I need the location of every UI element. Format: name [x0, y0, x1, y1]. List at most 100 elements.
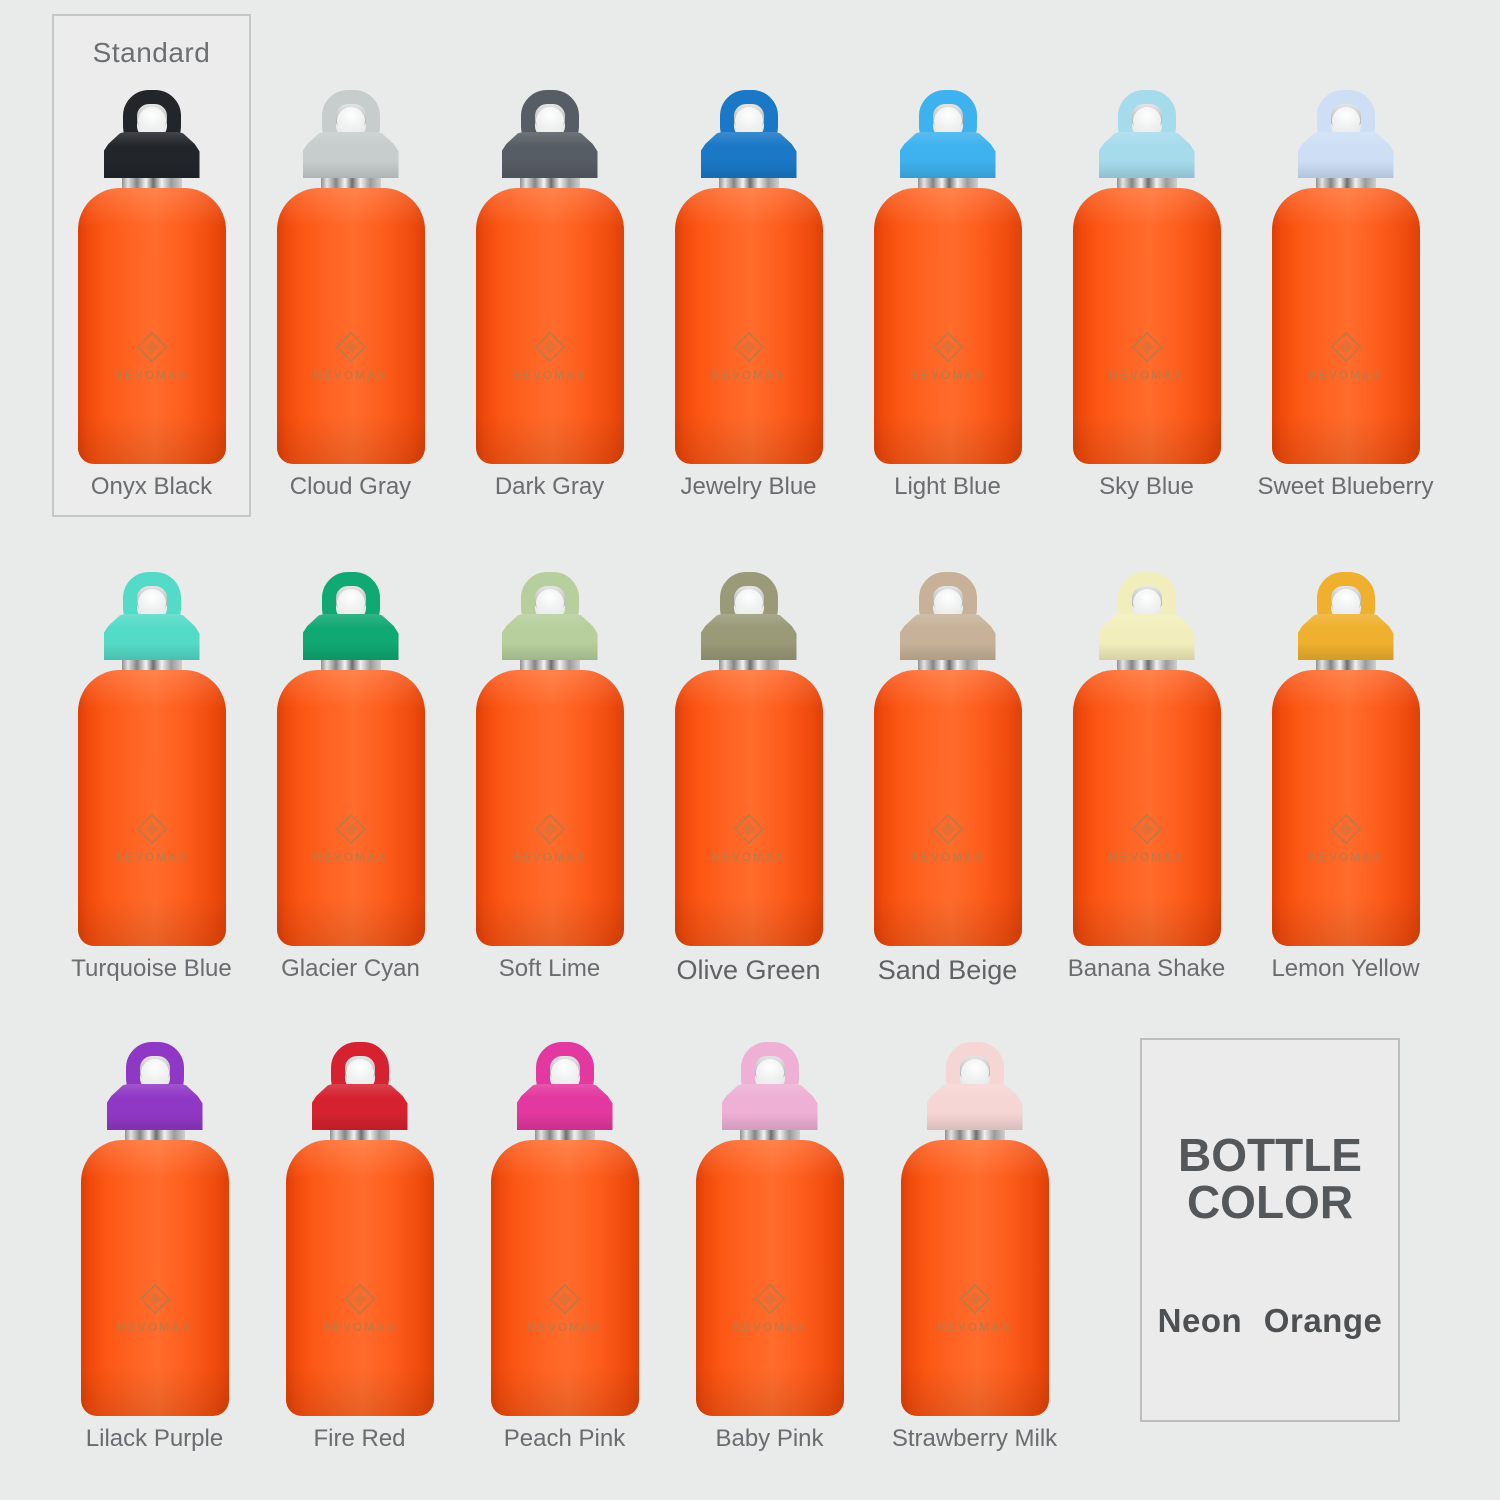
brand-logo-text: REVOMAX: [1308, 850, 1383, 864]
cap-base: [103, 614, 200, 660]
bottle-cap: [926, 1042, 1023, 1130]
bottle-row-1: Standard REVOMAX Onyx Black REVO: [52, 14, 1445, 517]
cap-base: [1297, 132, 1394, 178]
brand-logo: REVOMAX: [1272, 813, 1420, 864]
bottle-cell-banana-shake: REVOMAX Banana Shake: [1047, 570, 1246, 988]
cap-loop-hole: [933, 589, 962, 617]
bottle-color-label: Banana Shake: [1067, 955, 1226, 982]
bottle-body: REVOMAX: [475, 670, 624, 946]
bottle-cap: [1098, 572, 1195, 660]
brand-diamond-icon: [1130, 813, 1163, 845]
cap-base: [311, 1084, 408, 1130]
bottle-cell-jewelry-blue: REVOMAX Jewelry Blue: [649, 14, 848, 517]
bottle-color-label: Sand Beige: [877, 955, 1018, 985]
bottle-color-title-line2: COLOR: [1186, 1175, 1354, 1228]
cap-base: [1297, 614, 1394, 660]
bottle-color-label: Olive Green: [676, 955, 821, 985]
bottle-cell-light-blue: REVOMAX Light Blue: [848, 14, 1047, 517]
bottle-cap: [106, 1042, 203, 1130]
bottle-cell-turquoise-blue: REVOMAX Turquoise Blue: [52, 570, 251, 988]
bottle-body: REVOMAX: [900, 1140, 1049, 1416]
brand-logo: REVOMAX: [874, 813, 1022, 864]
bottle-cap: [501, 572, 598, 660]
bottle-cell-sky-blue: REVOMAX Sky Blue: [1047, 14, 1246, 517]
bottle-body: REVOMAX: [873, 670, 1022, 946]
cap-base: [103, 132, 200, 178]
metal-neck-ring: [718, 657, 779, 672]
brand-logo: REVOMAX: [1073, 813, 1221, 864]
bottle-color-label: Onyx Black: [90, 473, 213, 500]
metal-neck-ring: [320, 657, 381, 672]
cap-loop-hole: [336, 589, 365, 617]
brand-diamond-icon: [343, 1283, 376, 1315]
bottle-color-label: Baby Pink: [715, 1425, 824, 1452]
bottle-cell-lemon-yellow: REVOMAX Lemon Yellow: [1246, 570, 1445, 988]
metal-neck-ring: [739, 1127, 800, 1142]
metal-neck-ring: [718, 175, 779, 190]
brand-logo-text: REVOMAX: [114, 850, 189, 864]
bottle-cap: [516, 1042, 613, 1130]
brand-logo: REVOMAX: [1073, 331, 1221, 382]
metal-neck-ring: [534, 1127, 595, 1142]
brand-diamond-icon: [753, 1283, 786, 1315]
metal-neck-ring: [1116, 175, 1177, 190]
bottle-body: REVOMAX: [77, 188, 226, 464]
brand-logo: REVOMAX: [81, 1283, 229, 1334]
bottle-color-label: Lemon Yellow: [1271, 955, 1420, 982]
brand-logo-text: REVOMAX: [1109, 850, 1184, 864]
cap-loop-hole: [734, 107, 763, 135]
cap-base: [501, 614, 598, 660]
bottle-row-3: REVOMAX Lilack Purple REVOMAX Fire Red: [52, 1040, 1077, 1455]
metal-neck-ring: [519, 175, 580, 190]
bottle-cap: [103, 572, 200, 660]
bottle-cell-peach-pink: REVOMAX Peach Pink: [462, 1040, 667, 1455]
bottle-cell-strawberry-milk: REVOMAX Strawberry Milk: [872, 1040, 1077, 1455]
bottle-cell-soft-lime: REVOMAX Soft Lime: [450, 570, 649, 988]
cap-base: [501, 132, 598, 178]
bottle-color-label: Light Blue: [894, 473, 1001, 500]
metal-neck-ring: [121, 657, 182, 672]
brand-logo: REVOMAX: [675, 331, 823, 382]
cap-loop-hole: [1132, 589, 1161, 617]
bottle-body: REVOMAX: [475, 188, 624, 464]
brand-logo-text: REVOMAX: [711, 368, 786, 382]
bottle-cell-dark-gray: REVOMAX Dark Gray: [450, 14, 649, 517]
brand-logo: REVOMAX: [476, 813, 624, 864]
metal-neck-ring: [917, 657, 978, 672]
brand-logo-text: REVOMAX: [313, 850, 388, 864]
bottle-cap: [1098, 90, 1195, 178]
bottle-cap: [302, 90, 399, 178]
bottle-body: REVOMAX: [77, 670, 226, 946]
brand-logo-text: REVOMAX: [910, 850, 985, 864]
bottle-cap: [700, 572, 797, 660]
cap-base: [721, 1084, 818, 1130]
brand-logo-text: REVOMAX: [512, 850, 587, 864]
metal-neck-ring: [944, 1127, 1005, 1142]
bottle-cap: [103, 90, 200, 178]
brand-diamond-icon: [138, 1283, 171, 1315]
metal-neck-ring: [124, 1127, 185, 1142]
cap-loop-hole: [345, 1059, 374, 1087]
brand-logo: REVOMAX: [476, 331, 624, 382]
bottle-color-label: Soft Lime: [498, 955, 601, 982]
brand-diamond-icon: [732, 813, 765, 845]
brand-logo: REVOMAX: [78, 331, 226, 382]
bottle-body: REVOMAX: [1072, 670, 1221, 946]
cap-loop-hole: [137, 107, 166, 135]
brand-logo: REVOMAX: [277, 813, 425, 864]
bottle-body: REVOMAX: [1271, 670, 1420, 946]
brand-logo: REVOMAX: [696, 1283, 844, 1334]
cap-loop-hole: [933, 107, 962, 135]
brand-diamond-icon: [334, 331, 367, 363]
bottle-color-label: Dark Gray: [494, 473, 605, 500]
brand-logo: REVOMAX: [78, 813, 226, 864]
cap-loop-hole: [755, 1059, 784, 1087]
bottle-cell-cloud-gray: REVOMAX Cloud Gray: [251, 14, 450, 517]
cap-base: [302, 132, 399, 178]
brand-logo: REVOMAX: [491, 1283, 639, 1334]
bottle-cap: [302, 572, 399, 660]
brand-logo-text: REVOMAX: [937, 1320, 1012, 1334]
cap-base: [899, 132, 996, 178]
brand-diamond-icon: [135, 331, 168, 363]
